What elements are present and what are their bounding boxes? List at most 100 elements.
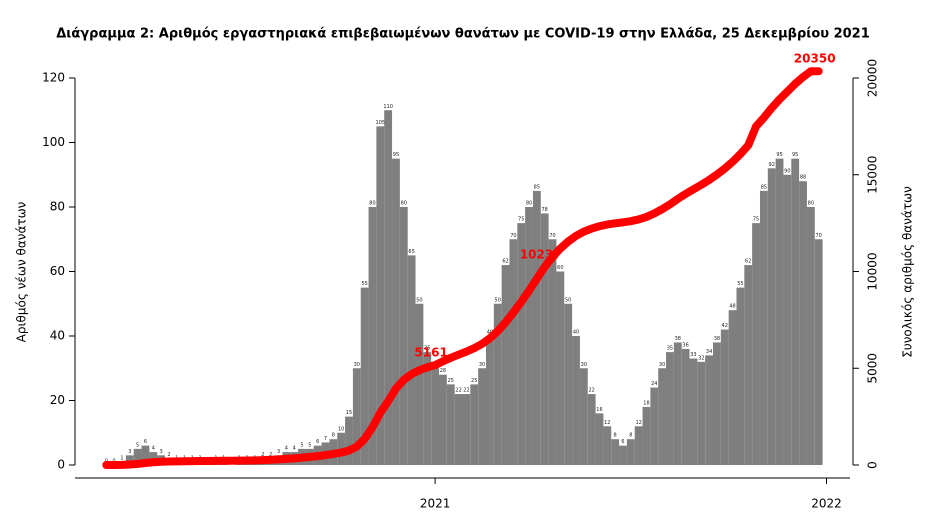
bar-value-label: 95 [393,152,399,158]
bar-value-label: 6 [621,439,624,445]
y-axis-label: Αριθμός νέων θανάτων [15,201,29,342]
bar [509,239,518,465]
bar-value-label: 33 [690,352,696,358]
bar-value-label: 40 [573,330,579,336]
y-tick-label: 80 [50,200,65,214]
bar-value-label: 28 [440,368,446,374]
bar [697,361,706,465]
bar-value-label: 5 [300,442,303,448]
bar [713,342,721,465]
bar [423,352,432,465]
bar-value-label: 50 [495,297,501,303]
bar [384,110,393,465]
y2-tick-label: 5000 [866,353,880,384]
bar-value-label: 95 [776,152,782,158]
bar-value-label: 55 [737,281,743,287]
bar-value-label: 92 [769,162,775,168]
y-tick-label: 0 [57,458,65,472]
bar-value-label: 2 [261,452,264,458]
bar [462,394,471,465]
bar [345,416,353,465]
bar-value-label: 4 [285,446,288,452]
bar [658,368,667,465]
y2-tick-label: 0 [866,461,880,469]
bar [650,387,659,465]
bar-value-label: 15 [346,410,352,416]
bar-value-label: 50 [416,297,422,303]
bar-value-label: 70 [549,233,555,239]
bar-value-label: 22 [588,388,594,394]
bar [125,455,134,465]
bar [368,207,377,465]
bar-value-label: 30 [659,362,665,368]
bar [752,223,760,465]
bar-value-label: 18 [643,400,649,406]
cumulative-line [102,67,823,469]
y-tick-label: 100 [42,135,65,149]
bar-value-label: 85 [534,184,540,190]
bar-value-label: 38 [675,336,681,342]
bar-value-label: 34 [706,349,712,355]
bar-value-label: 8 [629,433,632,439]
bar [666,352,674,465]
bar-value-label: 80 [369,201,375,207]
bar-value-label: 80 [808,201,814,207]
bar [399,207,408,465]
bar [392,158,400,465]
bar-value-label: 30 [581,362,587,368]
bar-value-label: 12 [635,420,641,426]
bar-value-label: 3 [160,449,163,455]
bar [446,384,455,465]
bar [611,439,620,465]
bar [767,168,776,466]
bar [517,223,526,465]
bar [407,255,416,465]
bar [619,445,627,465]
bar [556,271,565,465]
x-tick-label: 2021 [420,497,451,511]
bar [728,310,737,465]
bar [431,368,440,465]
bar-value-label: 24 [651,381,657,387]
bar-value-label: 50 [565,297,571,303]
bar-value-label: 90 [784,168,790,174]
bar [540,213,549,465]
bar [673,342,682,465]
bar [603,426,612,465]
bar-value-label: 5 [308,442,311,448]
bar [783,174,792,465]
bar-value-label: 10 [338,426,344,432]
bar-value-label: 7 [324,436,327,442]
y-tick-label: 20 [50,393,65,407]
bar-value-label: 3 [128,449,131,455]
bar-value-label: 1 [120,455,123,461]
bar-value-label: 70 [815,233,821,239]
bar-value-label: 32 [698,355,704,361]
bar-value-label: 105 [376,120,386,126]
bar-value-label: 80 [401,201,407,207]
bar [759,190,768,465]
bar [478,368,486,465]
bar-value-label: 55 [361,281,367,287]
bar [493,303,502,465]
bar [705,355,714,465]
bar-value-label: 36 [682,342,688,348]
bar-value-label: 30 [354,362,360,368]
bar-value-label: 30 [479,362,485,368]
bar-value-label: 35 [667,346,673,352]
y2-axis-label: Συνολικός αριθμός θανάτων [901,186,915,358]
bar-value-label: 95 [792,152,798,158]
bar-value-label: 4 [293,446,296,452]
bar [775,158,784,465]
bar-value-label: 4 [152,446,155,452]
bar [360,287,369,465]
bar [141,445,150,465]
annotation: 5161 [414,346,447,360]
bar [439,374,447,465]
bar [532,190,541,465]
annotation: 10237 [520,247,562,261]
bar-value-label: 22 [463,388,469,394]
bar-value-label: 2 [167,452,170,458]
y-tick-label: 40 [50,329,65,343]
y-tick-label: 120 [42,71,65,85]
